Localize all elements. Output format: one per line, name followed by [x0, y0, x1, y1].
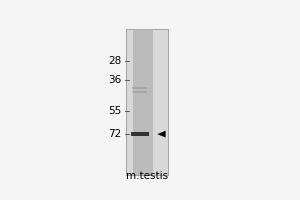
- Text: 36: 36: [108, 75, 121, 85]
- Text: m.testis: m.testis: [126, 171, 168, 181]
- Polygon shape: [157, 131, 166, 137]
- Text: 72: 72: [108, 129, 121, 139]
- Bar: [132, 87, 147, 89]
- Bar: [126, 29, 168, 175]
- Bar: [132, 91, 147, 93]
- Bar: [134, 29, 153, 175]
- Text: 28: 28: [108, 56, 121, 66]
- Bar: [130, 132, 149, 136]
- Text: 55: 55: [108, 106, 121, 116]
